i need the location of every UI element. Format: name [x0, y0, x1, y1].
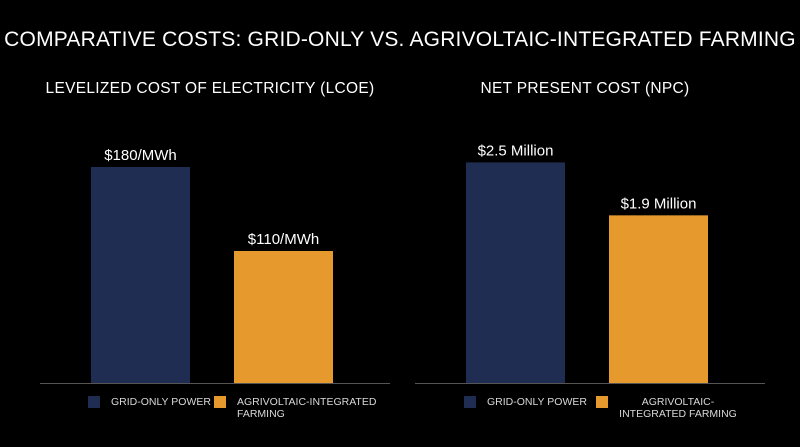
npc-bar-agrivoltaic — [609, 215, 708, 383]
npc-legend-swatch-grid — [464, 396, 476, 408]
npc-legend-swatch-agrivoltaic — [596, 396, 608, 408]
npc-data-label-grid: $2.5 Million — [478, 142, 554, 159]
npc-chart-legend: GRID-ONLY POWER AGRIVOLTAIC-INTEGRATED F… — [405, 396, 765, 436]
lcoe-bar-grid — [91, 167, 190, 383]
lcoe-legend-swatch-grid — [88, 396, 100, 408]
npc-bar-grid — [466, 162, 565, 383]
npc-chart-plot: $2.5 Million $1.9 Million — [415, 142, 765, 384]
main-title: COMPARATIVE COSTS: GRID-ONLY VS. AGRIVOL… — [4, 28, 796, 51]
lcoe-chart-panel: LEVELIZED COST OF ELECTRICITY (LCOE) $18… — [30, 0, 390, 447]
lcoe-data-label-agrivoltaic: $110/MWh — [248, 231, 319, 248]
lcoe-legend-label-agrivoltaic: AGRIVOLTAIC-INTEGRATED FARMING — [237, 396, 377, 420]
npc-legend-label-grid: GRID-ONLY POWER — [487, 396, 587, 408]
npc-legend-item-grid: GRID-ONLY POWER — [464, 396, 587, 408]
npc-chart-panel: NET PRESENT COST (NPC) $2.5 Million $1.9 … — [405, 0, 765, 447]
lcoe-legend-item-agrivoltaic: AGRIVOLTAIC-INTEGRATED FARMING — [214, 396, 377, 420]
npc-legend-item-agrivoltaic: AGRIVOLTAIC-INTEGRATED FARMING — [596, 396, 737, 420]
npc-data-label-agrivoltaic: $1.9 Million — [621, 195, 697, 212]
lcoe-chart-legend: GRID-ONLY POWER AGRIVOLTAIC-INTEGRATED F… — [30, 396, 390, 436]
lcoe-data-label-grid: $180/MWh — [104, 147, 177, 164]
lcoe-chart-plot: $180/MWh $110/MWh — [40, 147, 390, 384]
lcoe-chart-title: LEVELIZED COST OF ELECTRICITY (LCOE) — [45, 80, 375, 97]
npc-legend-label-agrivoltaic: AGRIVOLTAIC-INTEGRATED FARMING — [619, 396, 737, 420]
lcoe-bar-agrivoltaic — [234, 251, 333, 383]
npc-chart-title: NET PRESENT COST (NPC) — [480, 80, 690, 97]
lcoe-legend-swatch-agrivoltaic — [214, 396, 226, 408]
lcoe-legend-item-grid: GRID-ONLY POWER — [88, 396, 211, 408]
lcoe-legend-label-grid: GRID-ONLY POWER — [111, 396, 211, 408]
